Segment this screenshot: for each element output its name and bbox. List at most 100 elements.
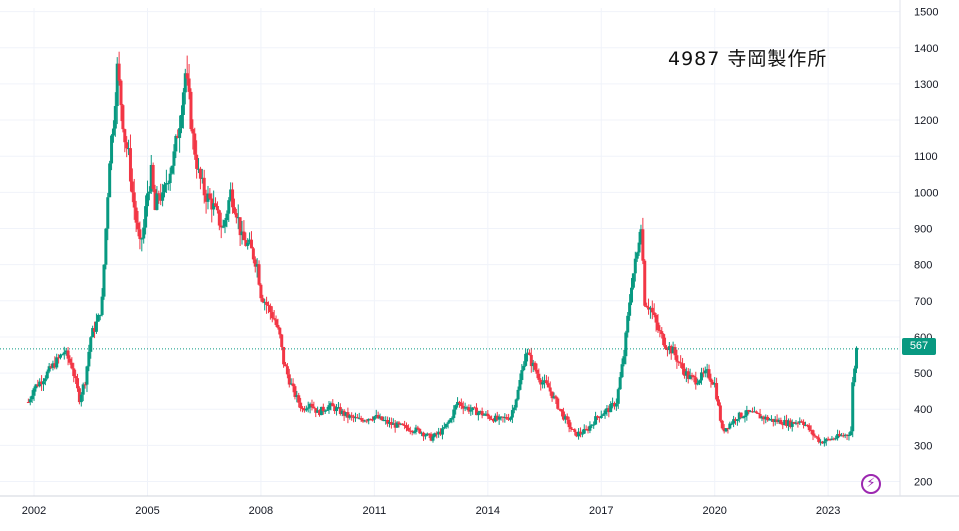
candle	[280, 333, 284, 351]
candle	[673, 344, 677, 360]
candle	[223, 217, 227, 234]
candle	[639, 224, 643, 245]
candle	[401, 423, 405, 426]
candle	[342, 409, 346, 421]
candle	[212, 190, 216, 216]
candle	[476, 410, 480, 421]
y-tick-label: 1300	[914, 79, 938, 91]
candle	[202, 169, 206, 204]
candle	[333, 404, 337, 414]
candle	[637, 231, 641, 257]
candle	[684, 367, 688, 383]
candle	[454, 404, 458, 415]
candle	[771, 418, 775, 427]
candle	[77, 386, 81, 405]
candle	[136, 210, 140, 237]
candle	[367, 418, 371, 425]
candle	[509, 416, 513, 422]
candle	[631, 273, 635, 290]
candle	[36, 379, 40, 388]
candle	[357, 412, 361, 420]
candle	[338, 403, 342, 416]
candle	[353, 412, 357, 422]
candle	[732, 415, 736, 428]
candle	[255, 258, 259, 278]
candle	[249, 231, 253, 249]
candle	[231, 182, 235, 214]
candle	[747, 409, 751, 415]
x-axis: 2002 2005 2008 2011 2014 2017 2020 2023	[0, 495, 959, 517]
candle	[603, 408, 607, 419]
candle	[841, 432, 845, 438]
candle	[321, 403, 325, 415]
candle	[145, 180, 149, 217]
candle	[70, 357, 74, 370]
candle	[612, 401, 616, 410]
candle	[580, 429, 584, 438]
candle	[293, 384, 297, 400]
candle	[855, 346, 859, 374]
candle	[420, 431, 424, 437]
candle	[675, 349, 679, 369]
candle	[592, 421, 596, 429]
candle	[121, 103, 125, 133]
candle	[79, 392, 83, 407]
candle	[45, 369, 49, 380]
candle	[641, 217, 645, 265]
candle	[758, 408, 762, 419]
candle	[569, 422, 573, 432]
candle	[444, 423, 448, 429]
candle	[718, 402, 722, 423]
candle	[397, 420, 401, 428]
candle	[535, 363, 539, 379]
candle	[711, 379, 715, 386]
candle	[482, 413, 486, 416]
candle	[601, 413, 605, 416]
candle	[41, 378, 45, 391]
candle	[701, 367, 705, 378]
candle	[302, 405, 306, 413]
candle	[425, 432, 429, 437]
candle	[253, 256, 257, 273]
candle	[578, 427, 582, 438]
candle	[851, 376, 855, 438]
candle	[159, 183, 163, 206]
candle	[191, 119, 195, 150]
candle	[560, 409, 564, 417]
candle	[34, 383, 38, 392]
candle	[635, 251, 639, 262]
candle	[433, 432, 437, 438]
candle	[427, 433, 431, 439]
candle	[490, 415, 494, 421]
candle	[306, 401, 310, 413]
candle	[556, 397, 560, 410]
candle	[688, 368, 692, 380]
x-tick-label: 2017	[589, 505, 613, 517]
candle	[456, 397, 460, 408]
candle	[147, 186, 151, 201]
candle	[648, 305, 652, 319]
candle	[633, 251, 637, 282]
candle	[577, 428, 581, 440]
candle	[359, 415, 363, 422]
candle	[142, 219, 146, 244]
candle	[550, 391, 554, 402]
candle	[246, 238, 250, 250]
candle	[172, 144, 176, 175]
candle	[89, 336, 93, 359]
lightning-bolt-icon[interactable]: ⚡	[861, 474, 881, 494]
candle	[588, 421, 592, 434]
candle	[225, 210, 229, 228]
candle	[314, 408, 318, 418]
candle	[819, 439, 823, 446]
candle	[30, 390, 34, 404]
candle	[518, 373, 522, 391]
candle	[161, 183, 165, 207]
candle	[832, 437, 836, 441]
candle	[384, 416, 388, 425]
candle	[824, 437, 828, 446]
candle	[170, 165, 174, 175]
candle	[554, 394, 558, 405]
